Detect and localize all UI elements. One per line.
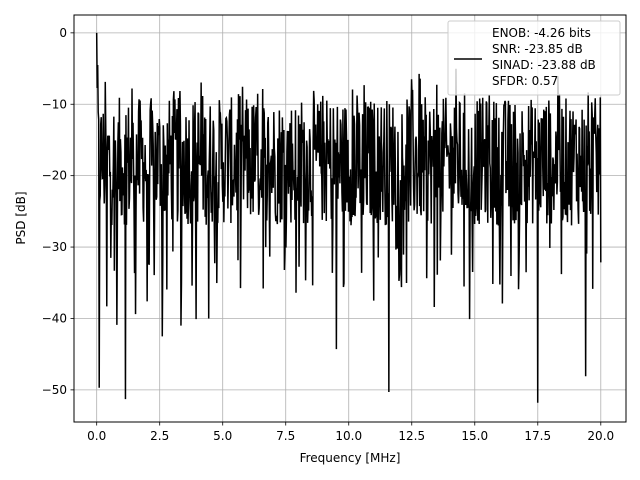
y-tick-label: 0 — [59, 26, 67, 40]
y-tick-label: −10 — [42, 97, 67, 111]
legend-box — [447, 20, 621, 96]
legend-entry-line: ENOB: -4.26 bits — [492, 26, 591, 40]
legend: ENOB: -4.26 bits SNR: -23.85 dB SINAD: -23… — [447, 20, 621, 96]
series-group — [95, 32, 602, 403]
x-tick-label: 20.0 — [587, 429, 614, 443]
y-tick-label: −30 — [42, 240, 67, 254]
ticks: 0.0 2.5 5.0 7.5 10.0 12.5 15.0 17.5 20.0 0 −10 −20 −… — [42, 26, 614, 443]
x-tick-label: 5.0 — [213, 429, 232, 443]
legend-entry-line: SINAD: -23.88 dB — [492, 58, 596, 72]
plot-frame — [73, 14, 627, 423]
x-tick-label: 7.5 — [276, 429, 295, 443]
x-tick-label: 17.5 — [524, 429, 551, 443]
x-axis-label: Frequency [MHz] — [300, 451, 401, 465]
x-tick-label: 10.0 — [335, 429, 362, 443]
x-tick-label: 2.5 — [150, 429, 169, 443]
legend-entry-line: SFDR: 0.57 — [492, 74, 558, 88]
y-tick-label: −50 — [42, 383, 67, 397]
y-axis-label: PSD [dB] — [14, 191, 28, 244]
psd-series-line — [95, 32, 602, 403]
x-tick-label: 12.5 — [398, 429, 425, 443]
x-tick-label: 15.0 — [461, 429, 488, 443]
y-tick-label: −20 — [42, 169, 67, 183]
legend-entry-line: SNR: -23.85 dB — [492, 42, 583, 56]
x-tick-label: 0.0 — [87, 429, 106, 443]
y-tick-label: −40 — [42, 311, 67, 325]
